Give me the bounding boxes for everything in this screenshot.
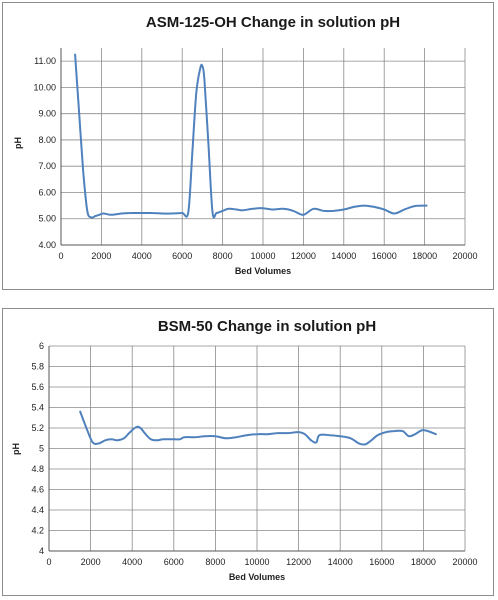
y-tick-label: 4 xyxy=(39,546,44,556)
x-axis-label: Bed Volumes xyxy=(235,266,291,276)
y-tick-label: 5.2 xyxy=(31,423,44,433)
chart-title: ASM-125-OH Change in solution pH xyxy=(146,14,400,31)
x-tick-label: 14000 xyxy=(331,251,356,261)
x-axis-label: Bed Volumes xyxy=(229,572,285,582)
y-tick-label: 5.00 xyxy=(38,214,56,224)
y-tick-label: 6 xyxy=(39,341,44,351)
chart-bsm-svg: BSM-50 Change in solution pH 4 4.2 4.4 4.6 4.… xyxy=(11,318,478,582)
x-tick-label: 10000 xyxy=(250,251,275,261)
chart-asm-svg: ASM-125-OH Change in solution pH 4.00 5.00… xyxy=(13,14,478,276)
y-tick-label: 5 xyxy=(39,444,44,454)
chart-panel-asm: ASM-125-OH Change in solution pH 4.00 5.00… xyxy=(2,2,494,290)
y-axis-label: pH xyxy=(13,137,23,149)
series-line-asm xyxy=(74,53,428,219)
y-tick-label: 10.00 xyxy=(33,82,56,92)
chart-panel-bsm: BSM-50 Change in solution pH 4 4.2 4.4 4.6 4.… xyxy=(2,308,494,596)
x-tick-label: 0 xyxy=(58,251,63,261)
y-tick-label: 11.00 xyxy=(34,56,56,66)
x-tick-label: 10000 xyxy=(244,557,269,567)
x-tick-label: 16000 xyxy=(372,251,397,261)
y-tick-label: 5.8 xyxy=(31,362,44,372)
x-tick-label: 0 xyxy=(46,557,51,567)
y-axis-label: pH xyxy=(11,443,21,455)
y-tick-label: 5.6 xyxy=(31,382,44,392)
y-tick-label: 9.00 xyxy=(38,109,56,119)
chart-title: BSM-50 Change in solution pH xyxy=(158,318,376,335)
x-tick-label: 16000 xyxy=(369,557,394,567)
y-tick-label: 4.8 xyxy=(31,464,44,474)
y-tick-label: 6.00 xyxy=(38,187,56,197)
x-tick-label: 2000 xyxy=(81,557,101,567)
y-tick-label: 5.4 xyxy=(31,403,44,413)
x-tick-label: 2000 xyxy=(91,251,111,261)
x-tick-label: 8000 xyxy=(205,557,225,567)
y-tick-label: 4.00 xyxy=(38,240,56,250)
x-tick-label: 14000 xyxy=(328,557,353,567)
y-tick-label: 7.00 xyxy=(38,161,56,171)
x-tick-label: 12000 xyxy=(286,557,311,567)
y-tick-label: 4.4 xyxy=(31,505,44,515)
x-tick-label: 6000 xyxy=(164,557,184,567)
y-tick-label: 4.6 xyxy=(31,485,44,495)
x-tick-label: 12000 xyxy=(291,251,316,261)
x-tick-label: 4000 xyxy=(122,557,142,567)
x-tick-label: 4000 xyxy=(132,251,152,261)
x-tick-label: 6000 xyxy=(172,251,192,261)
y-tick-label: 4.2 xyxy=(31,526,44,536)
x-tick-label: 20000 xyxy=(452,557,477,567)
x-tick-label: 18000 xyxy=(412,251,437,261)
x-tick-label: 8000 xyxy=(213,251,233,261)
x-tick-label: 18000 xyxy=(411,557,436,567)
y-tick-label: 8.00 xyxy=(38,135,56,145)
x-tick-label: 20000 xyxy=(452,251,477,261)
series-line-bsm xyxy=(79,410,437,446)
